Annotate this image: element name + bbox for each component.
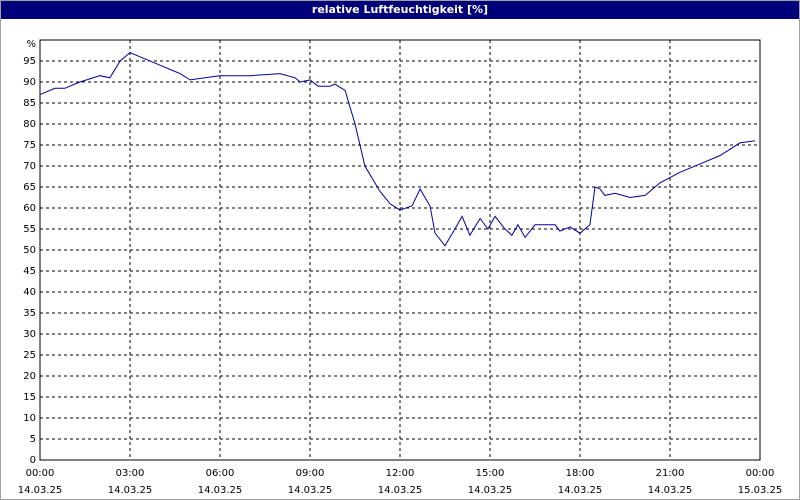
y-tick-label: 45	[23, 266, 36, 277]
y-tick-label: 95	[23, 56, 36, 67]
y-tick-label: 15	[23, 392, 36, 403]
x-tick-label: 00:00	[746, 468, 775, 479]
y-tick-label: 25	[23, 350, 36, 361]
x-tick-date: 14.03.25	[468, 485, 513, 496]
y-tick-label: 40	[23, 287, 36, 298]
x-tick-date: 14.03.25	[378, 485, 423, 496]
x-tick-label: 09:00	[296, 468, 325, 479]
y-tick-label: 85	[23, 98, 36, 109]
y-tick-label: 60	[23, 203, 36, 214]
x-tick-date: 14.03.25	[198, 485, 243, 496]
y-tick-label: 5	[30, 434, 36, 445]
x-tick-date: 15.03.25	[738, 485, 783, 496]
x-tick-date: 14.03.25	[18, 485, 63, 496]
title-bar	[1, 1, 799, 19]
chart-title: relative Luftfeuchtigkeit [%]	[312, 3, 488, 16]
y-unit-label: %	[26, 39, 36, 50]
y-tick-label: 0	[30, 455, 36, 466]
x-tick-date: 14.03.25	[108, 485, 153, 496]
y-tick-label: 80	[23, 119, 36, 130]
y-tick-label: 65	[23, 182, 36, 193]
x-tick-label: 03:00	[116, 468, 145, 479]
x-tick-date: 14.03.25	[558, 485, 603, 496]
y-tick-label: 90	[23, 77, 36, 88]
y-tick-label: 35	[23, 308, 36, 319]
x-tick-label: 00:00	[26, 468, 55, 479]
y-tick-label: 30	[23, 329, 36, 340]
data-line	[39, 52, 755, 247]
y-tick-label: 75	[23, 140, 36, 151]
x-tick-date: 14.03.25	[288, 485, 333, 496]
x-tick-label: 06:00	[206, 468, 235, 479]
plot-border	[39, 39, 761, 461]
y-tick-label: 10	[23, 413, 36, 424]
x-tick-label: 12:00	[386, 468, 415, 479]
x-tick-label: 21:00	[656, 468, 685, 479]
x-tick-label: 15:00	[476, 468, 505, 479]
y-tick-label: 20	[23, 371, 36, 382]
y-tick-label: 55	[23, 224, 36, 235]
y-tick-label: 50	[23, 245, 36, 256]
x-tick-date: 14.03.25	[648, 485, 693, 496]
x-tick-label: 18:00	[566, 468, 595, 479]
y-tick-label: 70	[23, 161, 36, 172]
